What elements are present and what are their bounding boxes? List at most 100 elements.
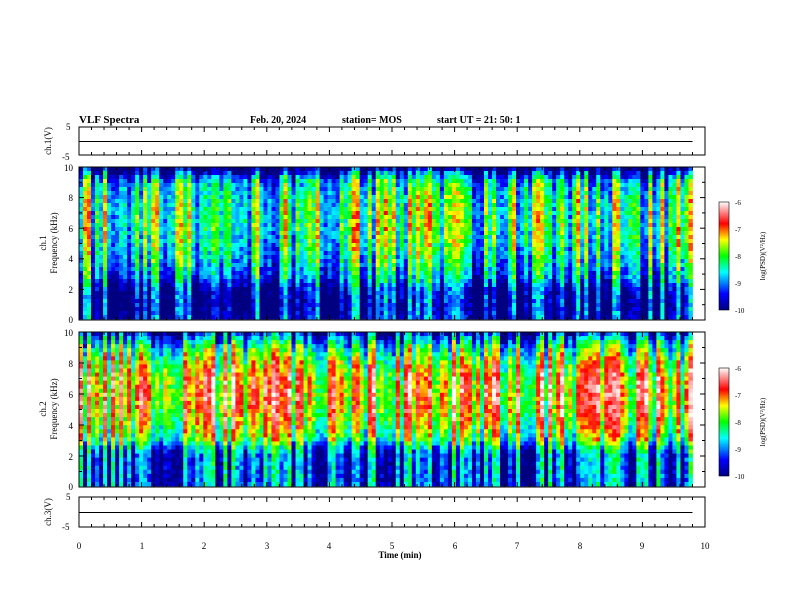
ch1-spectrogram-cell [516, 275, 521, 280]
ch1-spectrogram-cell [271, 223, 276, 228]
ch1-spectrogram-cell [227, 243, 232, 248]
ch1-spectrogram-cell [203, 279, 208, 284]
ch1-spectrogram-cell [119, 223, 124, 228]
ch1-spectrogram-cell [427, 295, 433, 300]
ch1-spectrogram-cell [207, 171, 212, 176]
ch1-spectrogram-cell [215, 223, 220, 228]
ch1-spectrogram-cell [91, 203, 96, 208]
ch1-spectrogram-cell [295, 315, 300, 320]
ch1-spectrogram-cell [419, 315, 425, 320]
ch1-spectrogram-cell [315, 179, 320, 184]
ch1-spectrogram-cell [203, 195, 208, 200]
ch1-spectrogram-cell [399, 307, 405, 312]
ch1-spectrogram-cell [431, 239, 437, 244]
ch1-spectrogram-cell [183, 235, 188, 240]
ch1-spectrogram-cell [568, 167, 573, 172]
ch1-spectrogram-cell [191, 235, 196, 240]
ch1-spectrogram-cell [496, 283, 501, 288]
ch1-spectrogram-cell [431, 207, 437, 212]
ch1-spectrogram-cell [267, 219, 272, 224]
ch1-spectrogram-cell [347, 283, 353, 288]
ch1-spectrogram-cell [427, 267, 433, 272]
ch1-spectrogram-cell [115, 223, 120, 228]
ch1-spectrogram-cell [91, 211, 96, 216]
ch1-spectrogram-cell [267, 207, 272, 212]
ch1-spectrogram-cell [295, 307, 300, 312]
ch1-spectrogram-cell [147, 195, 152, 200]
ch1-spectrogram-cell [572, 183, 577, 188]
ch1-spectrogram-cell [371, 279, 377, 284]
ch1-spectrogram-cell [283, 219, 288, 224]
ch1-spectrogram-cell [423, 287, 429, 292]
ch1-spectrogram-cell [407, 203, 413, 208]
ch1-spectrogram-cell [263, 227, 268, 232]
ch1-spectrogram-cell [287, 207, 292, 212]
ch1-spectrogram-cell [315, 255, 320, 260]
ch1-spectrogram-cell [279, 279, 284, 284]
ch1-spectrogram-cell [463, 227, 469, 232]
ch1-spectrogram-cell [540, 243, 545, 248]
ch1-spectrogram-cell [560, 235, 565, 240]
ch1-spectrogram-cell [564, 235, 569, 240]
ch1-spectrogram-cell [508, 311, 513, 316]
ch1-spectrogram-cell [576, 299, 581, 304]
ch1-spectrogram-cell [235, 187, 240, 192]
ch1-spectrogram-cell [447, 203, 453, 208]
ch1-spectrogram-cell [163, 187, 168, 192]
ch1-spectrogram-cell [403, 271, 409, 276]
ch1-spectrogram-cell [91, 171, 96, 176]
ch1-spectrogram-cell [115, 307, 120, 312]
ch1-spectrogram-cell [564, 207, 569, 212]
ch1-spectrogram-cell [568, 251, 573, 256]
ch1-spectrogram-cell [580, 227, 585, 232]
ch1-spectrogram-cell [247, 299, 252, 304]
ch1-spectrogram-cell [219, 215, 224, 220]
ch1-spectrogram-cell [584, 211, 589, 216]
ch1-spectrogram-cell [263, 271, 268, 276]
ch1-spectrogram-cell [371, 223, 377, 228]
ch1-spectrogram-cell [103, 231, 108, 236]
ch1-spectrogram-cell [359, 187, 365, 192]
ch1-spectrogram-cell [604, 187, 609, 192]
ch1-spectrogram-cell [492, 315, 497, 320]
ch1-spectrogram-cell [403, 283, 409, 288]
ch1-spectrogram-cell [327, 283, 333, 288]
ch1-spectrogram-cell [588, 299, 593, 304]
ch1-spectrogram-cell [379, 223, 385, 228]
ch1-spectrogram-cell [467, 203, 473, 208]
ch1-spectrogram-cell [463, 259, 469, 264]
ch1-spectrogram-cell [343, 203, 349, 208]
ch1-spectrogram-cell [335, 183, 341, 188]
ch1-spectrogram-cell [335, 283, 341, 288]
ch1-spectrogram-cell [167, 239, 172, 244]
ch1-spectrogram-cell [576, 287, 581, 292]
ch1-spectrogram-cell [275, 211, 280, 216]
ch1-spectrogram-cell [275, 271, 280, 276]
ch1-spectrogram-cell [471, 211, 477, 216]
ch1-spectrogram-cell [167, 303, 172, 308]
ch1-spectrogram-cell [163, 247, 168, 252]
ch1-spectrogram-cell [379, 259, 385, 264]
ch1-spectrogram-cell [91, 207, 96, 212]
ch1-spectrogram-cell [99, 295, 104, 300]
ch1-spectrogram-cell [115, 231, 120, 236]
ch1-spectrogram-cell [131, 239, 136, 244]
ch1-spectrogram-cell [247, 203, 252, 208]
ch1-spectrogram-cell [183, 219, 188, 224]
ch1-spectrogram-cell [231, 191, 236, 196]
ch1-spectrogram-cell [544, 307, 549, 312]
ch1-spectrogram-cell [287, 199, 292, 204]
ch1-spectrogram-cell [407, 167, 413, 172]
ch1-spectrogram-cell [247, 291, 252, 296]
ch1-spectrogram-cell [311, 303, 316, 308]
ch1-spectrogram-cell [560, 255, 565, 260]
ch1-spectrogram-cell [303, 267, 308, 272]
ch1-spectrogram-cell [500, 291, 505, 296]
ch1-spectrogram-cell [151, 299, 156, 304]
ch1-spectrogram-cell [327, 259, 333, 264]
ch1-spectrogram-cell [295, 199, 300, 204]
ch1-spectrogram-cell [235, 235, 240, 240]
ch1-spectrogram-cell [339, 303, 345, 308]
ch1-spectrogram-cell [552, 207, 557, 212]
